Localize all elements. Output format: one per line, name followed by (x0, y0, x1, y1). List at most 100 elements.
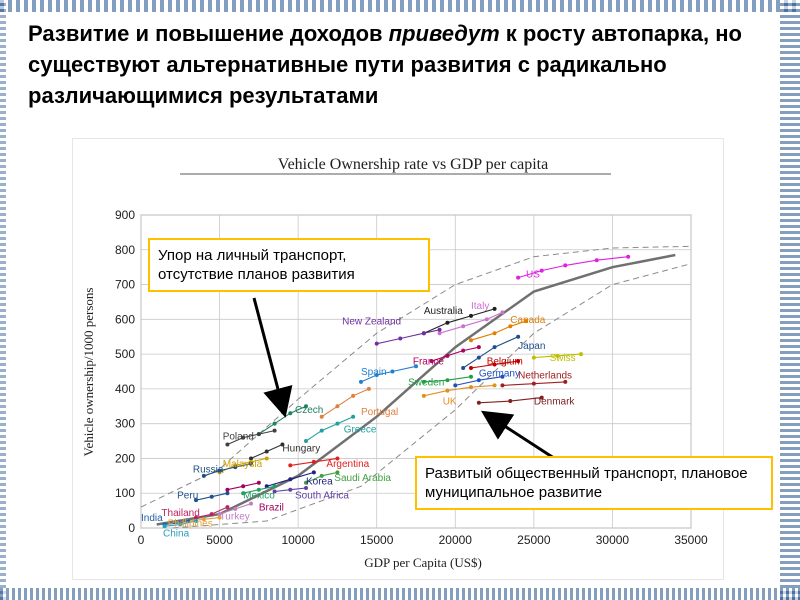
data-point-argentina (288, 463, 293, 468)
series-line-portugal (321, 388, 370, 418)
data-point-russia (217, 468, 222, 473)
y-tick-label: 800 (115, 243, 135, 257)
vehicle-ownership-chart: Vehicle Ownership rate vs GDP per capita… (81, 156, 708, 570)
data-point-china (162, 524, 167, 529)
series-line-poland (227, 430, 275, 446)
data-point-greece (351, 414, 356, 419)
data-point-japan (516, 334, 521, 339)
data-point-china (178, 522, 183, 527)
data-point-japan (476, 355, 481, 360)
x-tick-label: 35000 (674, 533, 708, 547)
y-tick-label: 400 (115, 382, 135, 396)
x-tick-label: 25000 (517, 533, 551, 547)
data-point-australia (469, 313, 473, 318)
data-point-greece (335, 421, 340, 426)
data-point-argentina (311, 459, 316, 464)
y-tick-label: 300 (115, 417, 135, 431)
data-point-brazil (241, 484, 246, 489)
country-label-hungary: Hungary (282, 443, 320, 454)
series-line-australia (423, 308, 495, 334)
data-point-canada (469, 338, 473, 343)
data-point-peru (225, 491, 230, 496)
data-point-poland (241, 435, 246, 440)
data-point-new-zealand (374, 341, 379, 346)
country-label-portugal: Portugal (361, 407, 398, 418)
data-point-saudi-arabia (304, 480, 308, 485)
slide-frame-bottom (0, 588, 800, 600)
series-line-canada (470, 320, 527, 341)
data-point-thailand (194, 515, 198, 520)
country-label-italy: Italy (471, 301, 489, 312)
slide-frame-left (0, 0, 6, 600)
country-label-canada: Canada (510, 315, 545, 326)
data-point-spain (374, 372, 379, 377)
country-label-saudi-arabia: Saudi Arabia (334, 473, 391, 484)
data-point-argentina (335, 456, 340, 461)
series-line-japan (462, 336, 519, 369)
data-point-belgium (492, 362, 497, 367)
data-point-portugal (351, 393, 356, 398)
country-label-us: US (526, 270, 540, 281)
country-label-russia: Russia (193, 464, 224, 475)
data-point-greece (304, 439, 308, 444)
country-label-netherlands: Netherlands (518, 370, 572, 381)
upper-band-curve (140, 245, 692, 508)
headline-italic-word: приведут (388, 21, 500, 46)
y-tick-label: 600 (115, 312, 135, 326)
y-tick-label: 700 (115, 278, 135, 292)
data-point-italy (437, 331, 442, 336)
x-tick-label: 10000 (281, 533, 315, 547)
data-point-us (516, 275, 521, 280)
country-label-sweden: Sweden (408, 377, 444, 388)
x-tick-label: 30000 (596, 533, 630, 547)
lower-band-curve (172, 263, 692, 529)
data-point-turkey (249, 501, 253, 506)
data-point-japan (461, 366, 466, 371)
series-line-uk (423, 384, 495, 397)
y-tick-label: 900 (115, 208, 135, 222)
data-point-brazil (256, 480, 261, 485)
series-line-greece (305, 416, 354, 442)
country-label-korea: Korea (306, 477, 333, 488)
data-point-poland (272, 428, 277, 433)
country-label-new-zealand: New Zealand (342, 317, 401, 328)
private-transport-callout: Упор на личный транспорт, отсутствие пла… (148, 238, 430, 292)
country-label-australia: Australia (424, 306, 463, 317)
trend-curve (156, 253, 676, 526)
country-label-japan: Japan (518, 341, 545, 352)
data-point-germany (500, 374, 505, 379)
data-point-poland (225, 442, 230, 447)
data-point-hungary (264, 449, 269, 454)
data-point-portugal (335, 404, 340, 409)
y-tick-label: 200 (115, 451, 135, 465)
data-point-uk (469, 385, 473, 390)
series-line-czech (258, 405, 307, 435)
data-point-malaysia (264, 456, 269, 461)
country-label-swiss: Swiss (550, 353, 576, 364)
data-point-belgium (516, 359, 521, 364)
data-point-australia (445, 320, 450, 325)
country-label-poland: Poland (223, 431, 254, 442)
country-label-india: India (141, 513, 163, 524)
data-point-russia (201, 473, 206, 478)
data-point-us (563, 263, 568, 268)
chart-title: Vehicle Ownership rate vs GDP per capita (278, 156, 548, 173)
data-point-greece (319, 428, 324, 433)
data-point-italy (484, 317, 489, 322)
data-point-russia (233, 465, 238, 470)
x-tick-label: 20000 (439, 533, 473, 547)
data-point-hungary (249, 456, 253, 461)
data-point-us (626, 254, 631, 259)
data-point-south-africa (304, 486, 308, 491)
data-point-italy (461, 324, 466, 329)
data-point-turkey (233, 506, 238, 511)
data-point-denmark (539, 395, 544, 400)
data-point-mexico (272, 484, 277, 489)
data-point-sweden (469, 374, 473, 379)
data-point-france (429, 359, 434, 364)
data-point-thailand (225, 505, 230, 510)
x-tick-label: 5000 (206, 533, 233, 547)
data-point-mexico (241, 491, 246, 496)
country-label-south-africa: South Africa (295, 490, 349, 501)
x-tick-label: 15000 (360, 533, 394, 547)
